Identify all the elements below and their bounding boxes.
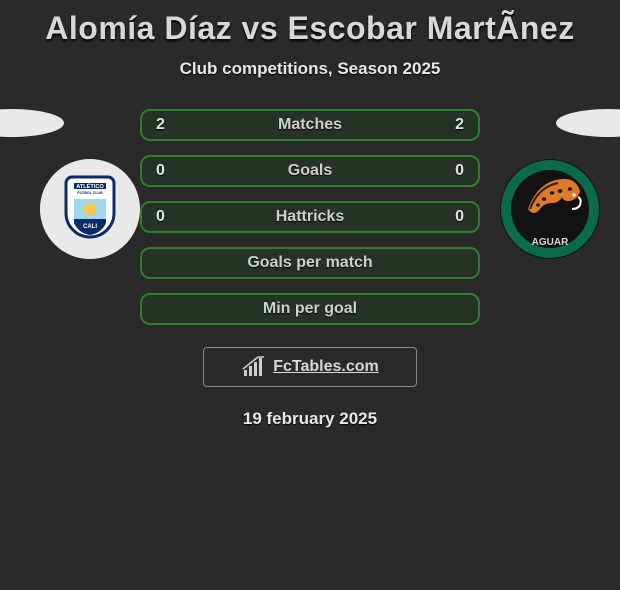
- branding-text: FcTables.com: [273, 358, 379, 376]
- svg-text:CALI: CALI: [83, 224, 97, 230]
- stat-right-value: 0: [424, 208, 464, 226]
- stat-label: Matches: [196, 116, 424, 134]
- stat-row-matches: 2 Matches 2: [140, 109, 480, 141]
- stat-row-hattricks: 0 Hattricks 0: [140, 201, 480, 233]
- branding-link[interactable]: FcTables.com: [203, 347, 417, 387]
- atletico-cali-icon: ATLÉTICO FÚTBOL CLUB CALI: [40, 159, 140, 259]
- date-label: 19 february 2025: [0, 409, 620, 429]
- stat-row-goals: 0 Goals 0: [140, 155, 480, 187]
- stat-left-value: 0: [156, 208, 196, 226]
- stat-label: Min per goal: [196, 300, 424, 318]
- stat-left-value: 2: [156, 116, 196, 134]
- stat-right-value: 2: [424, 116, 464, 134]
- comparison-panel: ATLÉTICO FÚTBOL CLUB CALI 2 Matches 2: [0, 109, 620, 325]
- left-side: ATLÉTICO FÚTBOL CLUB CALI: [20, 109, 140, 259]
- stat-left-value: 0: [156, 162, 196, 180]
- right-club-badge[interactable]: AGUAR: [500, 159, 600, 259]
- svg-text:FÚTBOL CLUB: FÚTBOL CLUB: [77, 190, 103, 195]
- stat-label: Hattricks: [196, 208, 424, 226]
- right-player-pill[interactable]: [556, 109, 620, 137]
- chart-icon: [241, 356, 267, 378]
- right-side: AGUAR: [480, 109, 600, 259]
- stat-right-value: 0: [424, 162, 464, 180]
- stat-row-min-per-goal: Min per goal: [140, 293, 480, 325]
- svg-text:AGUAR: AGUAR: [532, 237, 569, 248]
- page-title: Alomía Díaz vs Escobar MartÃnez: [0, 10, 620, 47]
- stat-label: Goals: [196, 162, 424, 180]
- jaguares-icon: AGUAR: [500, 159, 600, 259]
- stats-table: 2 Matches 2 0 Goals 0 0 Hattricks 0 Goal…: [140, 109, 480, 325]
- svg-text:ATLÉTICO: ATLÉTICO: [76, 182, 104, 190]
- subtitle: Club competitions, Season 2025: [0, 59, 620, 79]
- stat-row-goals-per-match: Goals per match: [140, 247, 480, 279]
- left-club-badge[interactable]: ATLÉTICO FÚTBOL CLUB CALI: [40, 159, 140, 259]
- stat-label: Goals per match: [196, 254, 424, 272]
- left-player-pill[interactable]: [0, 109, 64, 137]
